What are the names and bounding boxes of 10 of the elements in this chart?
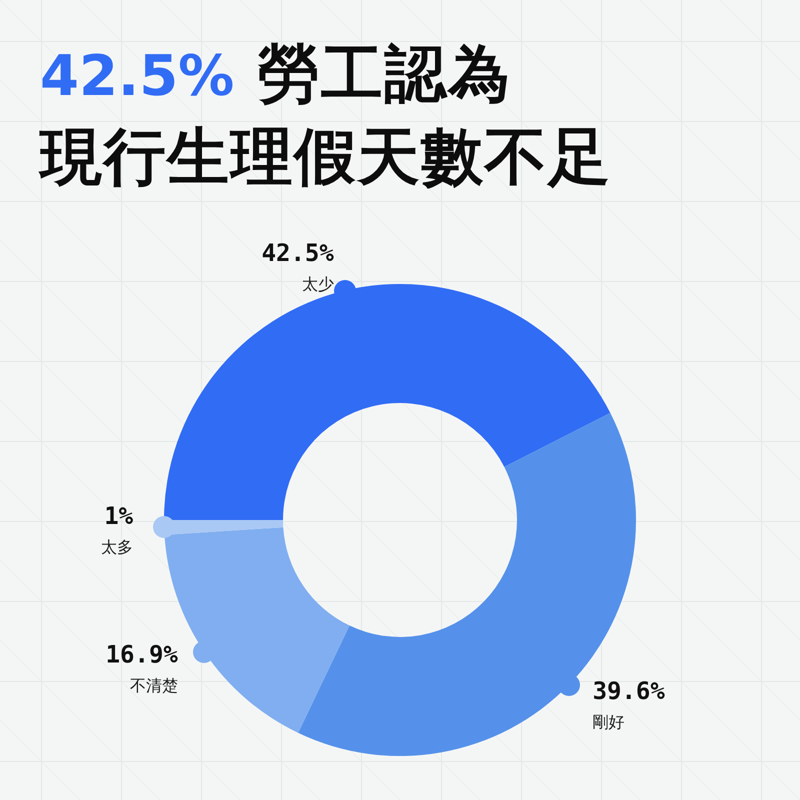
chart-title: 42.5% 勞工認為 bbox=[40, 37, 512, 110]
data-label: 16.9% bbox=[106, 640, 178, 669]
data-label: 1% bbox=[104, 502, 134, 530]
legend-label: 太少 bbox=[302, 274, 334, 294]
data-label: 42.5% bbox=[262, 239, 334, 268]
slice-label: 剛好 bbox=[592, 712, 625, 732]
chart-subtitle: 現行生理假天數不足 bbox=[40, 119, 612, 195]
slice-label: 不清楚 bbox=[130, 676, 178, 696]
slice-label: 太多 bbox=[101, 538, 134, 557]
data-label: 39.6% bbox=[592, 676, 666, 705]
